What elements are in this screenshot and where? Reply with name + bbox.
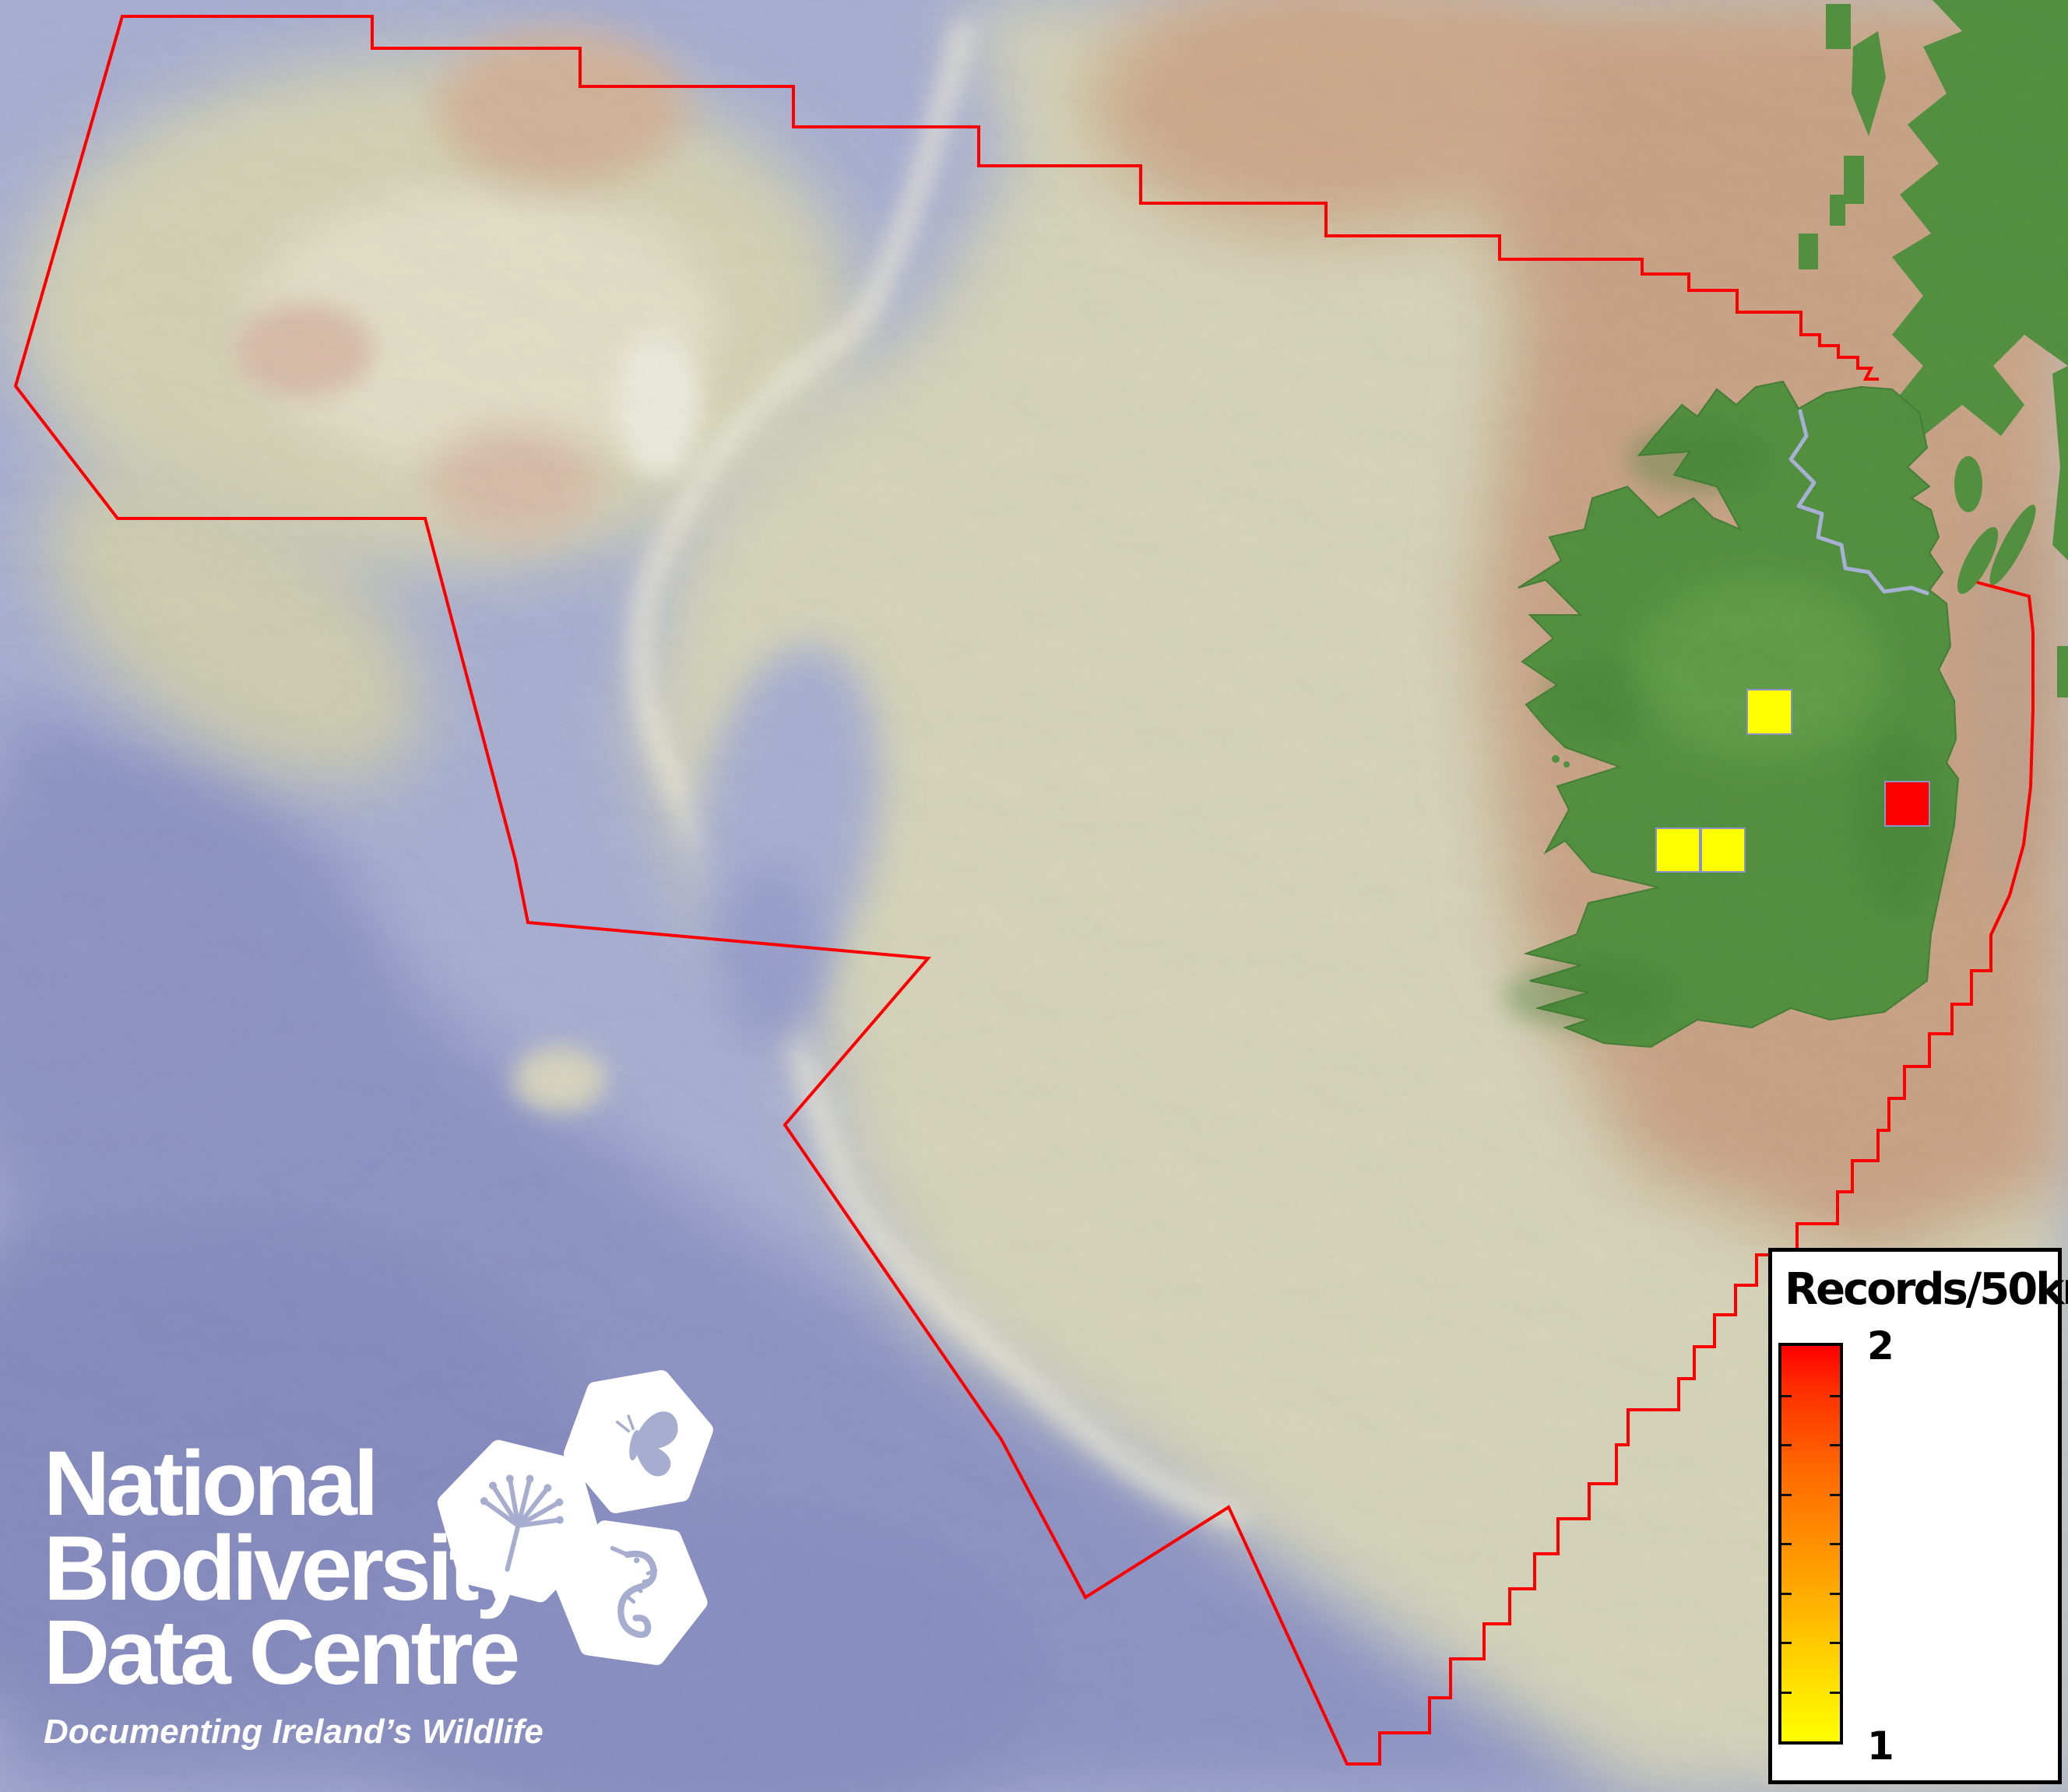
record-cell — [1884, 781, 1930, 827]
legend-tick — [1830, 1593, 1840, 1595]
record-cell — [1655, 827, 1700, 873]
butterfly-hexagon — [562, 1372, 715, 1510]
legend-tick — [1830, 1642, 1840, 1644]
legend-tick — [1781, 1692, 1792, 1694]
logo-tagline: Documenting Ireland’s Wildlife — [44, 1712, 543, 1751]
legend-tick — [1830, 1692, 1840, 1694]
legend-tick — [1830, 1444, 1840, 1446]
butterfly-icon — [615, 1411, 678, 1477]
logo-hexagons — [430, 1367, 718, 1678]
plant-umbel-icon — [480, 1474, 564, 1572]
legend-tick — [1830, 1395, 1840, 1397]
legend-tick — [1781, 1543, 1792, 1545]
legend-min-label: 1 — [1867, 1723, 1894, 1769]
record-cell — [1700, 827, 1746, 873]
nbdc-logo: National Biodiversity Data Centre Docume… — [44, 1432, 543, 1752]
legend-tick — [1781, 1444, 1792, 1446]
seahorse-hexagon — [554, 1524, 707, 1661]
logo-line-1: National — [44, 1432, 378, 1535]
legend-max-label: 2 — [1867, 1323, 1894, 1369]
logo-line-2: Biodiversity — [44, 1516, 526, 1620]
legend-box: Records/50km 2 1 — [1768, 1248, 2068, 1784]
legend-tick — [1830, 1494, 1840, 1496]
logo-line-3: Data Centre — [44, 1601, 520, 1705]
record-cell — [1746, 689, 1792, 735]
legend-tick — [1781, 1494, 1792, 1496]
legend-tick — [1781, 1395, 1792, 1397]
legend-tick — [1781, 1642, 1792, 1644]
plant-hexagon — [431, 1440, 607, 1602]
seahorse-icon — [610, 1546, 658, 1639]
legend-tick — [1781, 1593, 1792, 1595]
legend-gradient-bar — [1778, 1343, 1843, 1745]
legend-title: Records/50km — [1785, 1264, 2068, 1315]
legend-tick — [1830, 1543, 1840, 1545]
